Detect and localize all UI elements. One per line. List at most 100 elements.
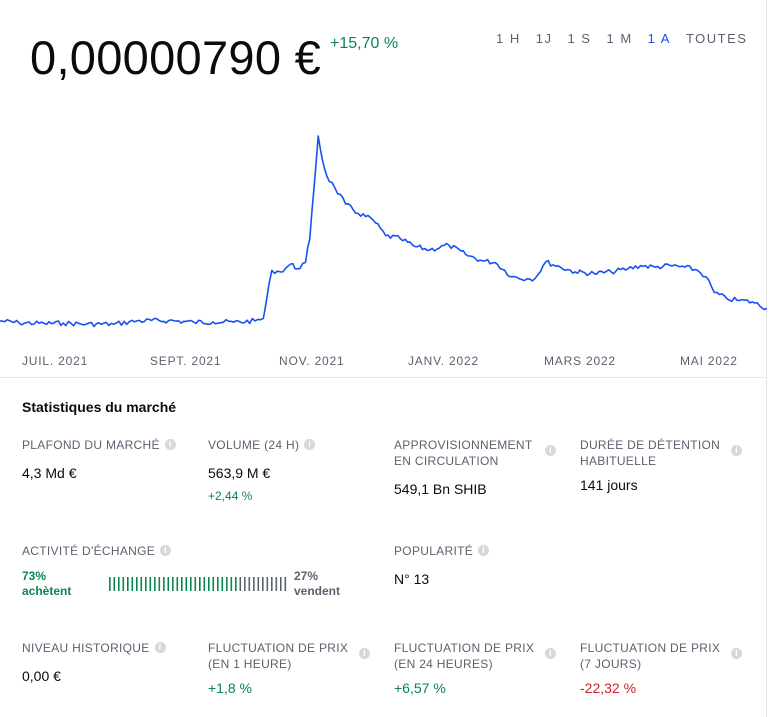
info-icon[interactable]: i <box>478 545 490 556</box>
buy-tick <box>149 577 152 591</box>
stat-label: NIVEAU HISTORIQUE <box>22 641 150 655</box>
range-1y[interactable]: 1 A <box>647 31 671 46</box>
sell-share: 27% vendent <box>294 569 340 599</box>
stat-all-time-high: NIVEAU HISTORIQUE i 0,00 € <box>22 640 182 684</box>
sell-tick <box>266 577 269 591</box>
buy-tick <box>127 577 129 591</box>
sell-tick <box>275 577 278 591</box>
info-icon[interactable]: i <box>545 648 556 659</box>
buy-label: achètent <box>22 584 72 598</box>
info-icon[interactable]: i <box>731 445 742 456</box>
x-tick-label: NOV. 2021 <box>279 354 345 368</box>
stat-label: ACTIVITÉ D'ÉCHANGE <box>22 544 156 558</box>
buy-tick <box>190 577 192 591</box>
info-icon[interactable]: i <box>164 439 176 450</box>
buy-tick <box>185 577 188 591</box>
buy-tick <box>122 577 125 591</box>
info-icon[interactable]: i <box>154 642 166 653</box>
range-all[interactable]: TOUTES <box>685 31 748 46</box>
buy-tick <box>230 577 233 591</box>
market-stats-title: Statistiques du marché <box>22 399 177 415</box>
sell-tick <box>248 577 251 591</box>
stat-label: FLUCTUATION DE PRIX (EN 1 HEURE) <box>208 641 349 671</box>
sell-tick <box>271 577 273 591</box>
buy-tick <box>226 577 228 591</box>
info-icon[interactable]: i <box>359 648 370 659</box>
stat-market-cap: PLAFOND DU MARCHÉ i 4,3 Md € <box>22 437 182 481</box>
chart-x-axis: JUIL. 2021 SEPT. 2021 NOV. 2021 JANV. 2022 M… <box>0 354 767 370</box>
buy-tick <box>113 577 116 591</box>
range-1m[interactable]: 1 M <box>606 31 633 46</box>
buy-tick <box>140 577 143 591</box>
info-icon[interactable]: i <box>545 445 556 456</box>
stat-holding-time: DURÉE DE DÉTENTION HABITUELLE i 141 jours <box>580 437 742 493</box>
stat-label: DURÉE DE DÉTENTION HABITUELLE <box>580 438 721 468</box>
buy-tick <box>136 577 138 591</box>
buy-tick <box>176 577 179 591</box>
price-line-series-0 <box>0 135 767 328</box>
stat-label: VOLUME (24 H) <box>208 438 300 452</box>
sell-tick <box>262 577 264 591</box>
stat-value: +1,8 % <box>208 680 252 696</box>
x-tick-label: JUIL. 2021 <box>22 354 89 368</box>
buy-tick <box>109 577 111 591</box>
buy-tick <box>235 577 237 591</box>
divider <box>0 377 767 378</box>
buy-tick <box>163 577 165 591</box>
sell-percent: 27% <box>294 569 319 583</box>
sell-tick <box>244 577 246 591</box>
info-icon[interactable]: i <box>160 545 172 556</box>
stat-popularity: POPULARITÉ i N° 13 <box>394 543 554 587</box>
buy-tick <box>221 577 224 591</box>
buy-tick <box>212 577 215 591</box>
stat-trading-activity-label: ACTIVITÉ D'ÉCHANGE i <box>22 543 322 559</box>
buy-tick <box>194 577 197 591</box>
stat-value: -22,32 % <box>580 680 637 696</box>
stat-change-1h: FLUCTUATION DE PRIX (EN 1 HEURE) i +1,8 % <box>208 640 370 696</box>
stat-value: N° 13 <box>394 571 430 587</box>
time-range-selector: 1 H 1J 1 S 1 M 1 A TOUTES <box>496 31 762 46</box>
buy-tick <box>158 577 161 591</box>
stat-circulating-supply: APPROVISIONNEMENT EN CIRCULATION i 549,1 … <box>394 437 556 497</box>
trading-activity: 73% achètent 27% vendent <box>22 569 362 601</box>
range-1w[interactable]: 1 S <box>567 31 592 46</box>
sell-tick <box>257 577 260 591</box>
buy-tick <box>154 577 156 591</box>
buy-tick <box>118 577 120 591</box>
buy-percent: 73% <box>22 569 47 583</box>
buy-tick <box>217 577 219 591</box>
buy-share: 73% achètent <box>22 569 71 599</box>
trading-activity-bar <box>109 577 287 591</box>
buy-tick <box>172 577 174 591</box>
sell-tick <box>280 577 282 591</box>
range-1h[interactable]: 1 H <box>496 31 521 46</box>
stat-value: 563,9 M € <box>208 465 271 481</box>
x-tick-label: JANV. 2022 <box>408 354 479 368</box>
x-tick-label: MAI 2022 <box>680 354 738 368</box>
stat-volume: VOLUME (24 H) i 563,9 M € +2,44 % <box>208 437 368 503</box>
stat-value: 141 jours <box>580 477 638 493</box>
stat-label: FLUCTUATION DE PRIX (EN 24 HEURES) <box>394 641 535 671</box>
stat-value: 0,00 € <box>22 668 61 684</box>
range-1d[interactable]: 1J <box>535 31 553 46</box>
stat-label: PLAFOND DU MARCHÉ <box>22 438 160 452</box>
info-icon[interactable]: i <box>731 648 742 659</box>
buy-tick <box>208 577 210 591</box>
sell-tick <box>284 577 287 591</box>
stat-change-24h: FLUCTUATION DE PRIX (EN 24 HEURES) i +6,5… <box>394 640 556 696</box>
stat-value: 549,1 Bn SHIB <box>394 481 487 497</box>
sell-tick <box>253 577 255 591</box>
stat-value: 4,3 Md € <box>22 465 77 481</box>
sell-label: vendent <box>294 584 341 598</box>
buy-tick <box>181 577 183 591</box>
x-tick-label: MARS 2022 <box>544 354 616 368</box>
info-icon[interactable]: i <box>304 439 316 450</box>
buy-tick <box>203 577 206 591</box>
price-chart[interactable] <box>0 100 767 340</box>
buy-tick <box>199 577 201 591</box>
price-change: +15,70 % <box>330 35 399 52</box>
buy-tick <box>131 577 134 591</box>
sell-tick <box>239 577 242 591</box>
current-price: 0,00000790 € <box>30 31 322 84</box>
stat-label: POPULARITÉ <box>394 544 474 558</box>
